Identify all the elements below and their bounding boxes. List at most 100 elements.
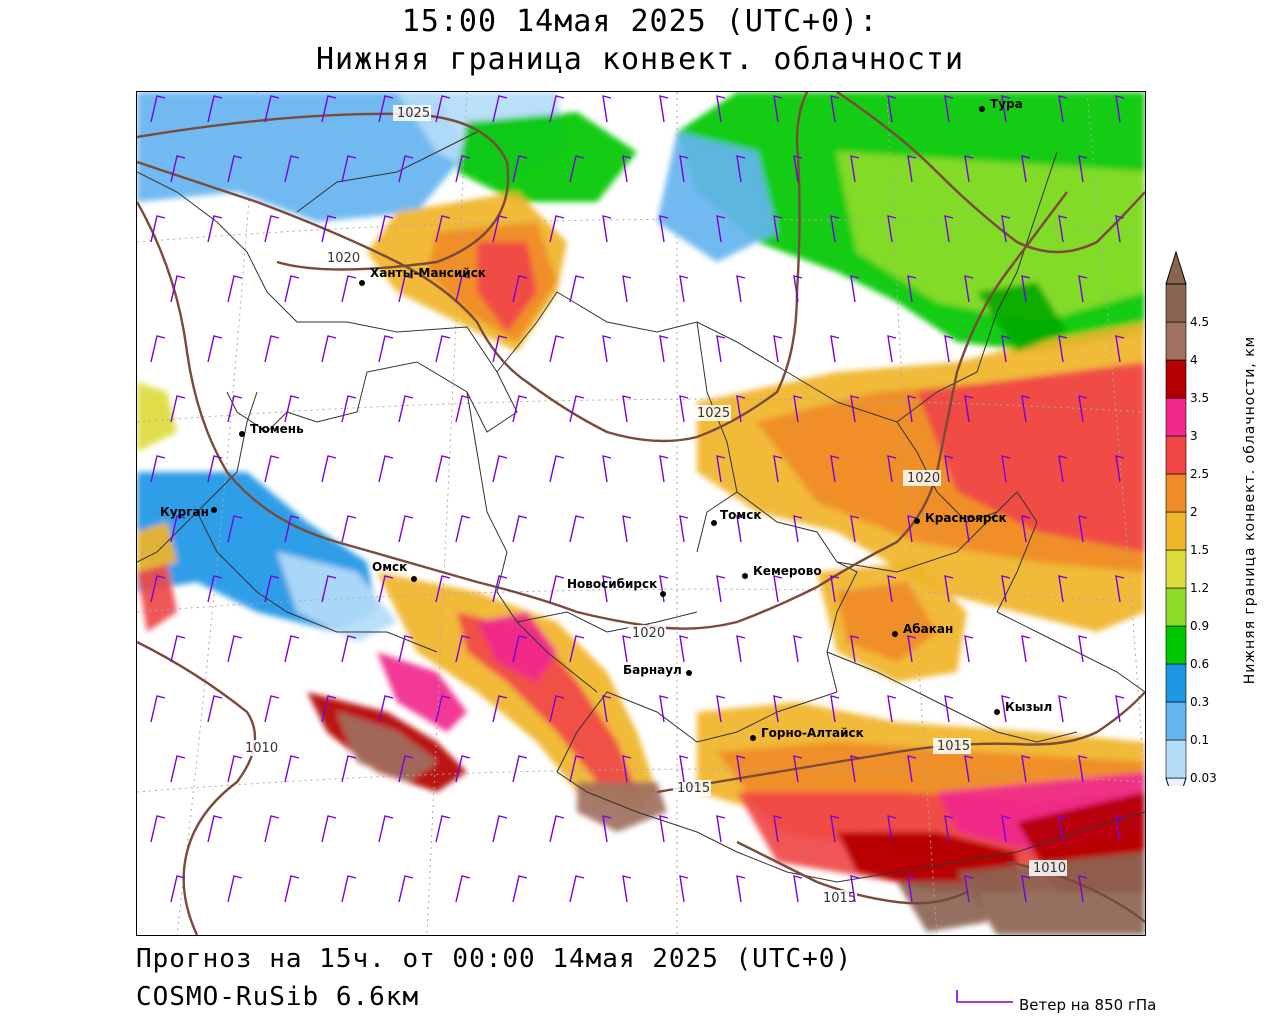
isobar-label: 1020 <box>327 251 360 266</box>
wind-barb <box>150 695 166 723</box>
isobars <box>137 92 1145 935</box>
wind-barb <box>622 515 632 543</box>
wind-barb <box>1021 155 1031 183</box>
wind-barb <box>435 95 451 123</box>
map-title-parameter: Нижняя граница конвект. облачности <box>315 42 965 77</box>
wind-barb <box>1058 575 1068 603</box>
city-dot <box>994 709 1000 715</box>
wind-barb <box>512 635 528 663</box>
legend-tick-label: 1.5 <box>1190 543 1209 557</box>
wind-barb <box>284 755 300 783</box>
wind-barb <box>284 275 300 303</box>
legend-swatch <box>1165 359 1187 399</box>
wind-barb <box>549 335 565 363</box>
wind-barb <box>622 875 632 903</box>
wind-barb <box>341 635 357 663</box>
wind-barb <box>321 815 337 843</box>
wind-barb <box>284 635 300 663</box>
city-dot <box>892 631 898 637</box>
wind-barb <box>569 395 585 423</box>
wind-barb <box>569 275 585 303</box>
wind-barb <box>773 335 783 363</box>
legend-swatch <box>1165 739 1187 779</box>
legend-swatch <box>1165 587 1187 627</box>
wind-barb <box>1021 635 1031 663</box>
wind-barb <box>435 575 451 603</box>
wind-barb <box>569 635 585 663</box>
wind-barb <box>793 875 803 903</box>
wind-barb <box>964 635 974 663</box>
wind-barb <box>944 95 954 123</box>
wind-barb <box>341 755 357 783</box>
wind-barb <box>1115 695 1125 723</box>
city-label: Ханты-Мансийск <box>370 266 486 280</box>
wind-barb <box>321 695 337 723</box>
wind-barb <box>398 395 414 423</box>
wind-barb <box>736 635 746 663</box>
wind-barb <box>622 155 632 183</box>
wind-barb <box>170 515 186 543</box>
forecast-map: 1025 1020 1025 1020 1020 1010 1015 1015 1015 1010… <box>136 91 1146 936</box>
legend-tick-label: 0.9 <box>1190 619 1209 633</box>
wind-barb <box>1001 95 1011 123</box>
wind-barb <box>602 95 612 123</box>
wind-barb <box>321 95 337 123</box>
forecast-info: Прогноз на 15ч. от 00:00 14мая 2025 (UTC… <box>136 944 853 974</box>
legend-tick-label: 0.3 <box>1190 695 1209 709</box>
wind-barb <box>1021 515 1031 543</box>
wind-barb <box>964 755 974 783</box>
city-dot <box>660 591 666 597</box>
isobar-label: 1025 <box>697 406 730 421</box>
wind-barb <box>602 335 612 363</box>
wind-barb <box>1021 275 1031 303</box>
wind-barb <box>512 755 528 783</box>
wind-barb <box>378 815 394 843</box>
wind-barb <box>1058 695 1068 723</box>
wind-barb <box>1058 335 1068 363</box>
wind-barb <box>907 395 917 423</box>
wind-barb <box>944 575 954 603</box>
city-label: Томск <box>720 508 762 522</box>
isobar-label-bg <box>933 738 971 754</box>
wind-barb <box>207 455 223 483</box>
wind-barb <box>435 335 451 363</box>
legend-tick-label: 4 <box>1190 353 1198 367</box>
city-dot <box>239 431 245 437</box>
wind-barb <box>207 815 223 843</box>
wind-barb <box>455 635 471 663</box>
legend-swatch <box>1165 435 1187 475</box>
wind-barb <box>887 815 897 843</box>
city-markers: Тура Ханты-Мансийск Тюмень Курган Омск Томск К… <box>160 97 1052 741</box>
lat-lon-grid <box>137 92 1145 935</box>
wind-barb <box>207 95 223 123</box>
wind-barb <box>1021 755 1031 783</box>
legend-tick-label: 3.5 <box>1190 391 1209 405</box>
wind-barb <box>1078 395 1088 423</box>
wind-barb <box>549 815 565 843</box>
wind-barb <box>659 815 669 843</box>
wind-barb <box>793 755 803 783</box>
wind-barb <box>492 815 508 843</box>
wind-barb <box>622 395 632 423</box>
wind-barb <box>1115 95 1125 123</box>
wind-barb <box>907 275 917 303</box>
wind-barb <box>1058 455 1068 483</box>
wind-barb <box>378 335 394 363</box>
wind-barb <box>679 755 689 783</box>
city-label: Красноярск <box>925 511 1007 525</box>
wind-barb <box>569 755 585 783</box>
wind-barb <box>850 755 860 783</box>
wind-barb <box>512 395 528 423</box>
wind-barb <box>602 575 612 603</box>
wind-barb <box>716 215 726 243</box>
wind-barb <box>264 95 280 123</box>
wind-barb <box>773 575 783 603</box>
wind-barb <box>549 95 565 123</box>
wind-barb-icon <box>956 990 1013 1003</box>
isobar-label-bg <box>323 250 361 266</box>
isobar-label: 1015 <box>677 781 710 796</box>
city-dot <box>411 576 417 582</box>
wind-barb <box>887 215 897 243</box>
wind-barb <box>170 395 186 423</box>
wind-barb <box>492 215 508 243</box>
